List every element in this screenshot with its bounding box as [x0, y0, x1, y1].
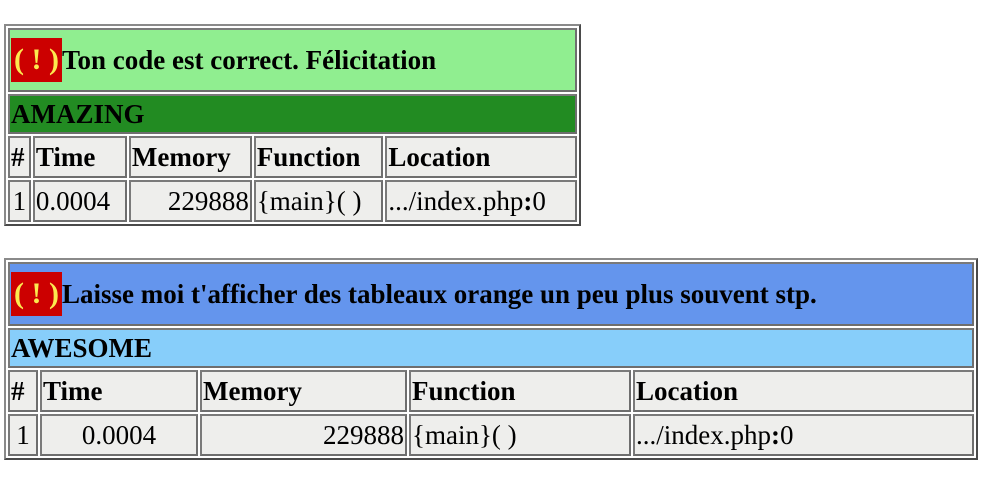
- cell-time: 0.0004: [32, 180, 127, 222]
- column-header-memory: Memory: [128, 136, 252, 178]
- notice-message-row: ( ! ) Ton code est correct. Félicitation: [8, 28, 577, 92]
- column-header-time: Time: [40, 370, 198, 412]
- cell-function: {main}( ): [409, 414, 631, 456]
- column-header-memory: Memory: [200, 370, 407, 412]
- location-path: .../index.php: [636, 420, 771, 450]
- notice-table-2: ( ! ) Laisse moi t'afficher des tableaux …: [4, 258, 978, 460]
- notice-table-1: ( ! ) Ton code est correct. Félicitation …: [4, 24, 581, 226]
- table-row: 1 0.0004 229888 {main}( ) .../index.php:…: [8, 414, 974, 456]
- cell-index: 1: [8, 180, 31, 222]
- notice-message: Ton code est correct. Félicitation: [61, 45, 437, 75]
- column-header-function: Function: [253, 136, 384, 178]
- cell-index: 1: [8, 414, 38, 456]
- notice-message-row: ( ! ) Laisse moi t'afficher des tableaux …: [8, 262, 974, 326]
- column-header-function: Function: [409, 370, 631, 412]
- cell-memory: 229888: [200, 414, 407, 456]
- notice-message: Laisse moi t'afficher des tableaux orang…: [61, 279, 817, 309]
- column-header-index: #: [8, 136, 31, 178]
- location-line: 0: [780, 420, 794, 450]
- column-header-index: #: [8, 370, 38, 412]
- table-row: 1 0.0004 229888 {main}( ) .../index.php:…: [8, 180, 577, 222]
- level-label: AMAZING: [8, 94, 577, 134]
- cell-function: {main}( ): [253, 180, 384, 222]
- warning-icon: ( ! ): [11, 38, 62, 82]
- cell-location: .../index.php:0: [385, 180, 577, 222]
- level-label: AWESOME: [8, 328, 974, 368]
- location-path: .../index.php: [388, 186, 524, 216]
- location-line: 0: [532, 186, 546, 216]
- column-header-location: Location: [385, 136, 577, 178]
- location-separator: :: [771, 420, 780, 450]
- warning-icon: ( ! ): [11, 272, 62, 316]
- column-header-location: Location: [633, 370, 974, 412]
- cell-time: 0.0004: [40, 414, 198, 456]
- cell-memory: 229888: [128, 180, 252, 222]
- column-header-time: Time: [32, 136, 127, 178]
- location-separator: :: [523, 186, 533, 216]
- cell-location: .../index.php:0: [633, 414, 974, 456]
